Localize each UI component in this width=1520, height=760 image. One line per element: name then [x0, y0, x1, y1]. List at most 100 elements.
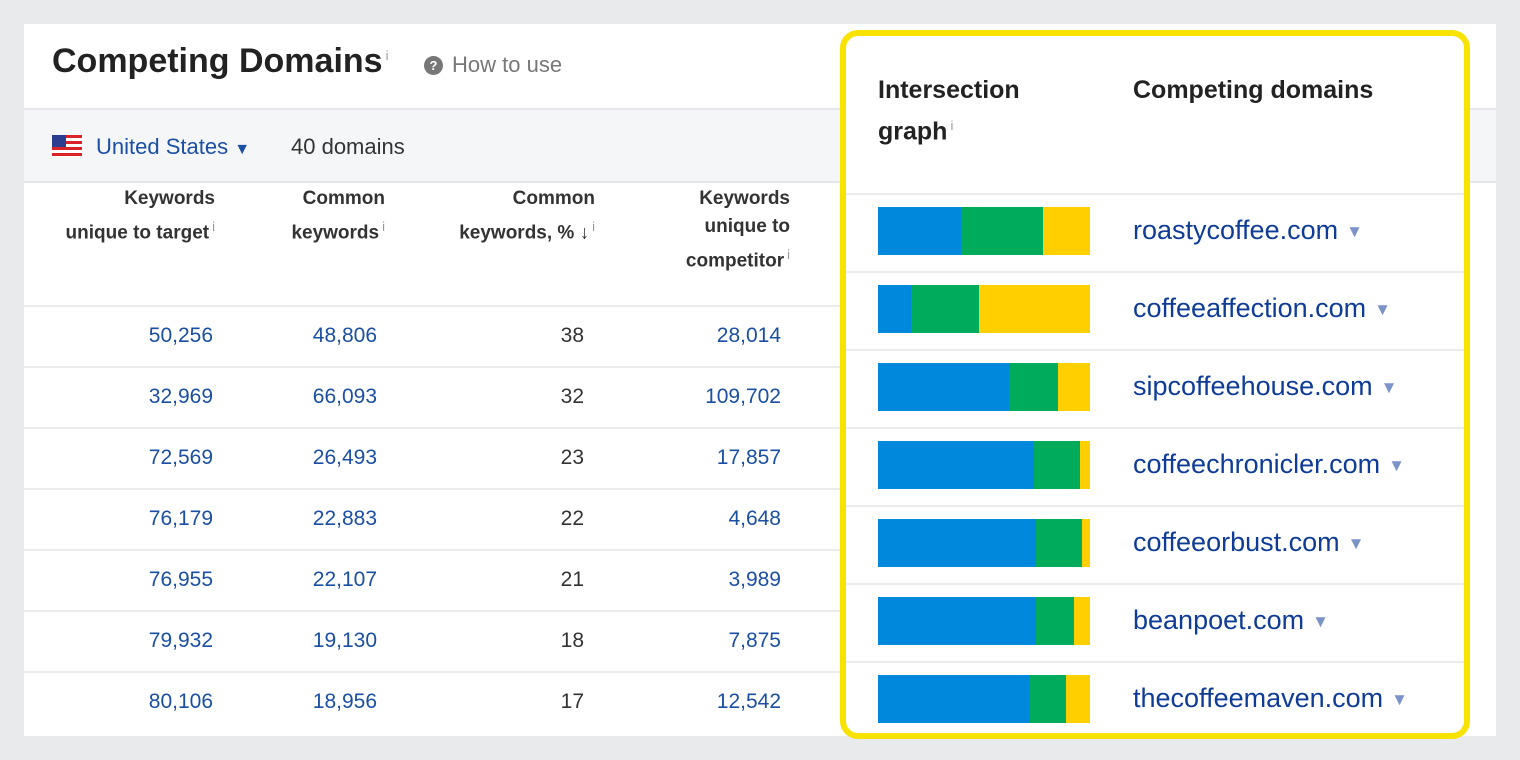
cell-common[interactable]: 22,883 — [312, 507, 377, 530]
question-circle-icon: ? — [424, 55, 443, 75]
bar-segment-common — [911, 285, 979, 333]
info-icon[interactable]: i — [212, 219, 215, 234]
cell-pct: 18 — [560, 629, 584, 652]
intersection-bar — [878, 675, 1090, 723]
cell-pct: 22 — [560, 507, 584, 530]
table-row: 76,955 22,107 21 3,989 — [24, 549, 840, 610]
column-header-common-keywords[interactable]: Common keywords i — [291, 188, 385, 244]
bar-segment-unique-competitor — [978, 285, 1090, 333]
column-header-unique-target[interactable]: Keywords unique to target i — [65, 188, 215, 244]
domain-link[interactable]: roastycoffee.com ▼ — [1133, 215, 1363, 246]
domain-link[interactable]: coffeechronicler.com ▼ — [1133, 449, 1405, 480]
domain-name[interactable]: roastycoffee.com — [1133, 215, 1339, 245]
cell-common[interactable]: 26,493 — [312, 446, 377, 469]
cell-common[interactable]: 48,806 — [312, 324, 377, 347]
domain-row: beanpoet.com ▼ — [846, 583, 1464, 661]
caret-down-icon[interactable]: ▼ — [1374, 299, 1391, 319]
info-icon[interactable]: i — [382, 219, 385, 234]
cell-unique-target[interactable]: 32,969 — [148, 385, 213, 408]
domain-link[interactable]: coffeeaffection.com ▼ — [1133, 293, 1391, 324]
cell-unique-target[interactable]: 72,569 — [148, 446, 213, 469]
bar-segment-common — [1009, 363, 1058, 411]
info-icon[interactable]: i — [385, 47, 389, 63]
info-icon[interactable]: i — [592, 219, 595, 234]
domain-row: coffeechronicler.com ▼ — [846, 427, 1464, 505]
domain-link[interactable]: coffeeorbust.com ▼ — [1133, 527, 1364, 558]
cell-unique-comp[interactable]: 4,648 — [728, 507, 781, 530]
bar-segment-unique-competitor — [1081, 519, 1090, 567]
bar-segment-unique-target — [878, 597, 1037, 645]
caret-down-icon[interactable]: ▼ — [1346, 221, 1363, 241]
domain-name[interactable]: sipcoffeehouse.com — [1133, 371, 1373, 401]
bar-segment-unique-competitor — [1074, 597, 1090, 645]
intersection-graph-header: Intersection graph i — [878, 76, 1020, 146]
cell-unique-comp[interactable]: 7,875 — [728, 629, 781, 652]
how-to-use-link[interactable]: ? How to use — [424, 52, 562, 78]
domain-link[interactable]: thecoffeemaven.com ▼ — [1133, 683, 1408, 714]
cell-pct: 21 — [560, 568, 584, 591]
cell-unique-target[interactable]: 76,179 — [148, 507, 213, 530]
caret-down-icon[interactable]: ▼ — [1388, 455, 1405, 475]
bar-segment-unique-competitor — [1043, 207, 1090, 255]
domain-link[interactable]: beanpoet.com ▼ — [1133, 605, 1329, 636]
domain-name[interactable]: coffeeaffection.com — [1133, 293, 1367, 323]
domains-count: 40 domains — [291, 134, 405, 159]
column-header-unique-competitor[interactable]: Keywords unique to competitor i — [685, 188, 790, 272]
cell-common[interactable]: 19,130 — [312, 629, 377, 652]
intersection-bar — [878, 207, 1090, 255]
caret-down-icon[interactable]: ▼ — [1347, 533, 1365, 553]
bar-segment-unique-target — [878, 285, 912, 333]
bar-segment-unique-competitor — [1057, 363, 1090, 411]
domain-row: coffeeaffection.com ▼ — [846, 271, 1464, 349]
domain-link[interactable]: sipcoffeehouse.com ▼ — [1133, 371, 1397, 402]
page-title: Competing Domains i — [52, 42, 388, 81]
bar-segment-common — [1036, 597, 1075, 645]
domain-row: sipcoffeehouse.com ▼ — [846, 349, 1464, 427]
bar-segment-unique-competitor — [1080, 441, 1090, 489]
cell-pct: 17 — [560, 690, 584, 713]
domain-row: thecoffeemaven.com ▼ — [846, 661, 1464, 733]
column-header-common-percent[interactable]: Common keywords, % ↓ i — [459, 188, 595, 244]
table-row: 50,256 48,806 38 28,014 — [24, 305, 840, 366]
caret-down-icon[interactable]: ▼ — [1391, 689, 1408, 709]
bar-segment-unique-competitor — [1066, 675, 1090, 723]
bar-segment-common — [961, 207, 1044, 255]
cell-common[interactable]: 18,956 — [312, 690, 377, 713]
cell-common[interactable]: 66,093 — [312, 385, 377, 408]
cell-unique-comp[interactable]: 3,989 — [728, 568, 781, 591]
caret-down-icon[interactable]: ▼ — [1380, 377, 1398, 397]
domain-name[interactable]: coffeechronicler.com — [1133, 449, 1381, 479]
cell-pct: 23 — [560, 446, 584, 469]
cell-unique-target[interactable]: 76,955 — [148, 568, 213, 591]
domain-name[interactable]: thecoffeemaven.com — [1133, 683, 1384, 713]
cell-unique-comp[interactable]: 28,014 — [716, 324, 781, 347]
caret-down-icon[interactable]: ▼ — [1312, 611, 1329, 631]
info-icon[interactable]: i — [950, 118, 954, 133]
domain-name[interactable]: coffeeorbust.com — [1133, 527, 1340, 557]
intersection-bar — [878, 597, 1090, 645]
intersection-bar — [878, 441, 1090, 489]
cell-unique-target[interactable]: 79,932 — [148, 629, 213, 652]
cell-unique-comp[interactable]: 17,857 — [716, 446, 781, 469]
bar-segment-unique-target — [878, 363, 1010, 411]
intersection-bar — [878, 285, 1090, 333]
bar-segment-unique-target — [878, 519, 1037, 567]
table-row: 76,179 22,883 22 4,648 — [24, 488, 840, 549]
country-selector[interactable]: United States ▼ — [96, 134, 250, 160]
domain-name[interactable]: beanpoet.com — [1133, 605, 1305, 635]
cell-unique-target[interactable]: 50,256 — [148, 324, 213, 347]
cell-unique-target[interactable]: 80,106 — [148, 690, 213, 713]
cell-unique-comp[interactable]: 109,702 — [705, 385, 781, 408]
caret-down-icon: ▼ — [234, 141, 251, 158]
us-flag-icon — [52, 135, 82, 157]
bar-segment-unique-target — [878, 675, 1031, 723]
table-row: 32,969 66,093 32 109,702 — [24, 366, 840, 427]
bar-segment-common — [1030, 675, 1067, 723]
cell-common[interactable]: 22,107 — [312, 568, 377, 591]
table-row: 80,106 18,956 17 12,542 — [24, 671, 840, 732]
intersection-bar — [878, 519, 1090, 567]
bar-segment-unique-target — [878, 207, 962, 255]
cell-unique-comp[interactable]: 12,542 — [716, 690, 781, 713]
domain-row: coffeeorbust.com ▼ — [846, 505, 1464, 583]
info-icon[interactable]: i — [787, 247, 790, 262]
